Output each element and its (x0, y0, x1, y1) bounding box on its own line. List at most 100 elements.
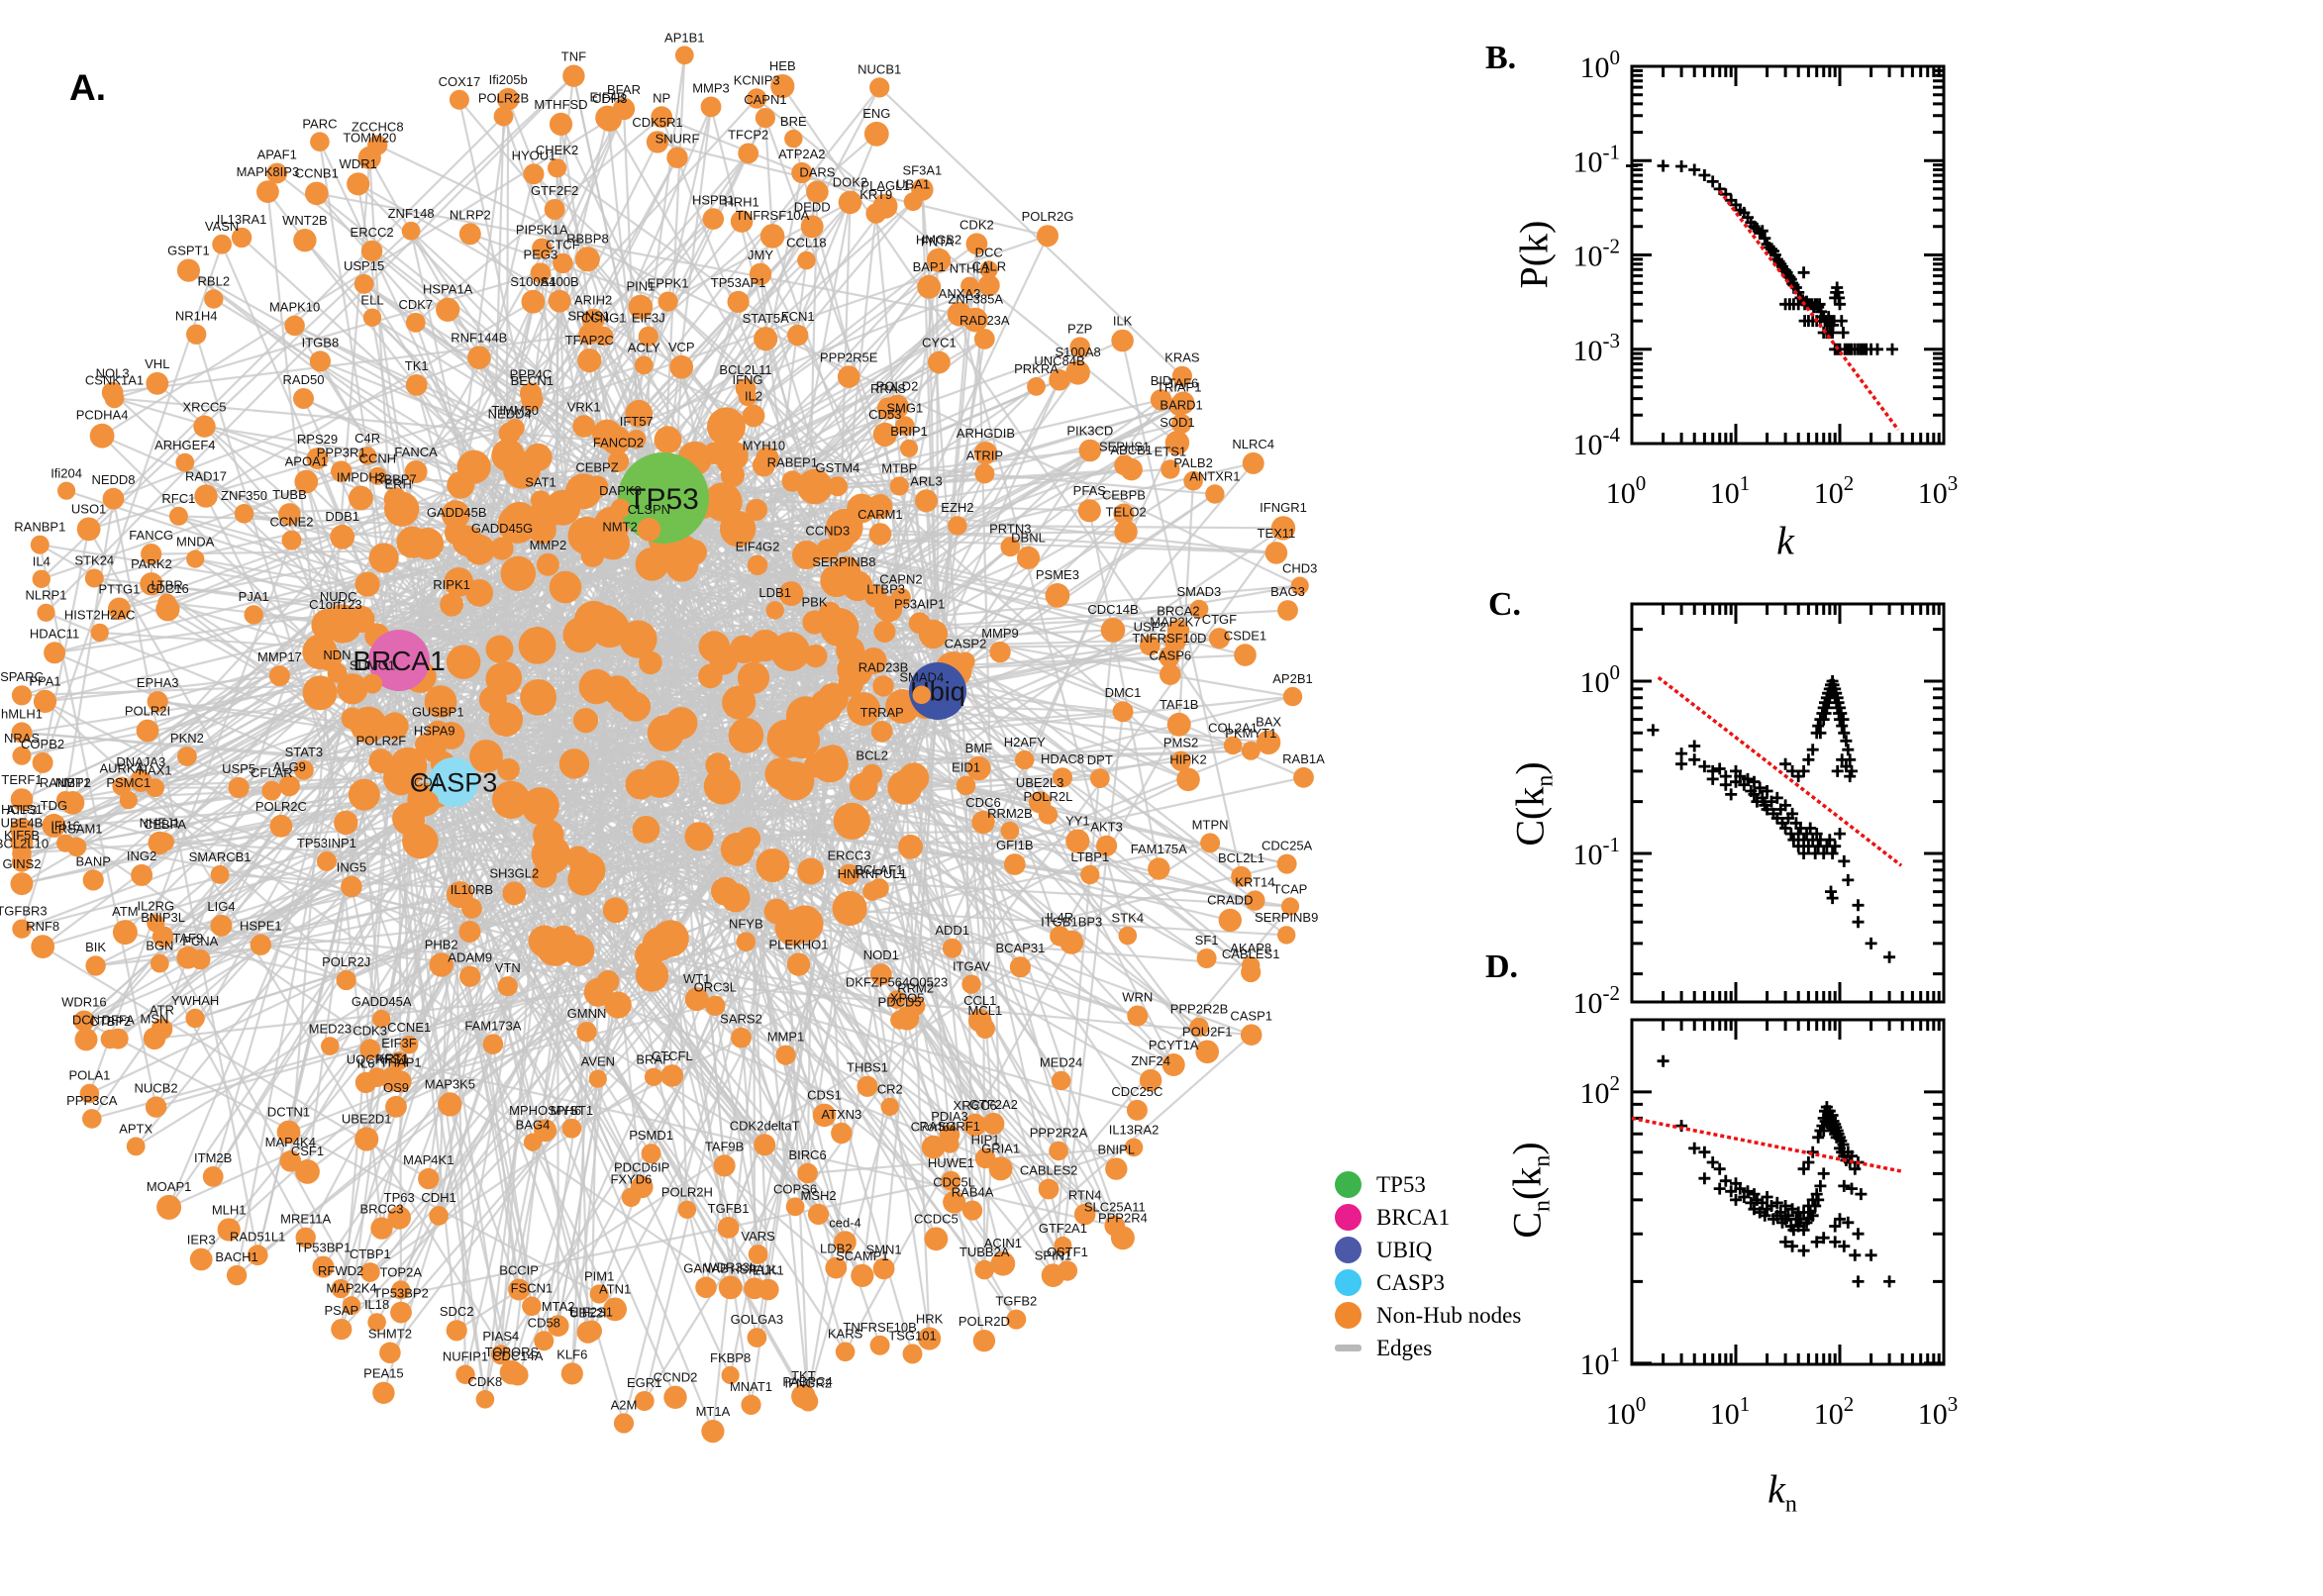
network-node-label: GSTM4 (816, 460, 860, 475)
network-node (583, 977, 613, 1007)
network-node-label: DPT (1087, 752, 1113, 767)
network-edge (741, 221, 1175, 1066)
network-node (146, 778, 165, 798)
network-node (500, 555, 536, 591)
network-node-label: SPIN1 (1035, 1247, 1072, 1262)
network-node (561, 1118, 582, 1139)
network-node (718, 1275, 743, 1300)
network-node-label: WDR33L (704, 1259, 757, 1274)
network-node (143, 1027, 166, 1050)
network-node (350, 706, 387, 744)
network-node (1073, 1203, 1096, 1226)
network-node (1148, 857, 1170, 880)
network-node-label: CTCF (546, 238, 580, 252)
network-node (193, 415, 216, 438)
network-node-label: USO1 (71, 502, 106, 517)
network-node-label: PIAS4 (482, 1329, 519, 1344)
network-node-label: HSPB1 (692, 192, 735, 207)
network-node-label: IL10RB (451, 882, 493, 897)
network-node (112, 920, 138, 946)
network-node (1218, 908, 1243, 933)
network-node (974, 1259, 994, 1280)
network-node (389, 1051, 409, 1070)
network-node-label: BMF (965, 741, 993, 755)
network-node-label: ATXN3 (821, 1107, 861, 1122)
network-node-label: HRK (916, 1311, 944, 1326)
network-node-label: KRT1 (376, 1051, 409, 1066)
network-node (202, 1166, 224, 1187)
network-node-label: BACH1 (215, 1249, 257, 1264)
network-edge (507, 985, 838, 1269)
network-node-label: BGN (146, 939, 173, 953)
network-node (488, 661, 523, 695)
network-node-label: LIG4 (207, 899, 235, 914)
network-node-label: SERPINB8 (812, 554, 875, 569)
network-edge (806, 339, 986, 1401)
network-node (284, 315, 305, 337)
network-edge (860, 468, 1132, 510)
network-node-label: CDK7 (398, 297, 433, 312)
network-node-label: ZNF148 (388, 206, 435, 221)
network-node-label: PIP5K1A (516, 222, 568, 237)
network-node (348, 605, 375, 634)
network-node (973, 442, 998, 465)
network-node (588, 1069, 607, 1088)
network-node (357, 146, 381, 169)
network-node (349, 485, 373, 511)
network-node (278, 775, 300, 797)
network-node (1051, 1070, 1071, 1091)
network-node-label: HSPE1 (240, 919, 282, 934)
network-node-label: BCL2L11 (719, 362, 771, 377)
network-edge (63, 498, 115, 801)
network-node-label: EZH2 (941, 500, 973, 515)
network-node (278, 503, 301, 526)
network-node-label: VCP (668, 340, 695, 354)
axis-tick-label: 100 (1606, 471, 1647, 510)
network-edge (397, 781, 455, 1061)
network-node (1231, 865, 1252, 887)
network-node (85, 955, 106, 976)
network-node (816, 539, 840, 562)
network-node (309, 350, 331, 372)
network-node (674, 46, 694, 65)
network-node (940, 1134, 960, 1153)
network-node-label: HSPA1L (731, 1261, 779, 1276)
network-node (747, 554, 768, 575)
network-node (1139, 635, 1161, 656)
network-node (177, 747, 197, 766)
network-node (721, 1365, 740, 1385)
network-node (458, 921, 481, 943)
network-edge (1052, 630, 1115, 1276)
network-node-label: AKT3 (1090, 820, 1123, 835)
network-node-label: CYC1 (922, 336, 957, 350)
network-node-label: BCCIP (499, 1263, 539, 1278)
network-node (391, 1280, 411, 1300)
network-node (806, 180, 829, 204)
network-node-label: STK4 (1112, 911, 1145, 926)
network-node (1195, 1040, 1219, 1064)
network-edge (453, 695, 1293, 784)
network-node-label: POLA1 (68, 1068, 110, 1083)
network-node (637, 518, 661, 542)
network-node (518, 627, 556, 664)
network-node-label: KRT14 (1235, 874, 1274, 889)
network-node-label: PPP2R5E (820, 349, 878, 364)
network-node (695, 1276, 717, 1299)
network-node (1049, 369, 1070, 391)
network-node (544, 199, 565, 220)
network-node-label: MRE11A (280, 1212, 331, 1227)
network-node-label: IFT57 (620, 414, 654, 429)
network-node (234, 504, 254, 524)
network-node-label: TRRAP (860, 705, 904, 720)
axis-tick-label: 103 (1918, 471, 1959, 510)
network-node (744, 1277, 765, 1300)
network-node (625, 768, 656, 800)
network-node (895, 416, 915, 436)
network-node (446, 1320, 467, 1342)
network-node-label: PSMD1 (629, 1128, 673, 1143)
network-node-label: HIST2H2AC (64, 608, 136, 623)
network-node (1100, 618, 1126, 643)
network-node-label: ITGB8 (302, 335, 340, 349)
network-node (12, 919, 32, 939)
